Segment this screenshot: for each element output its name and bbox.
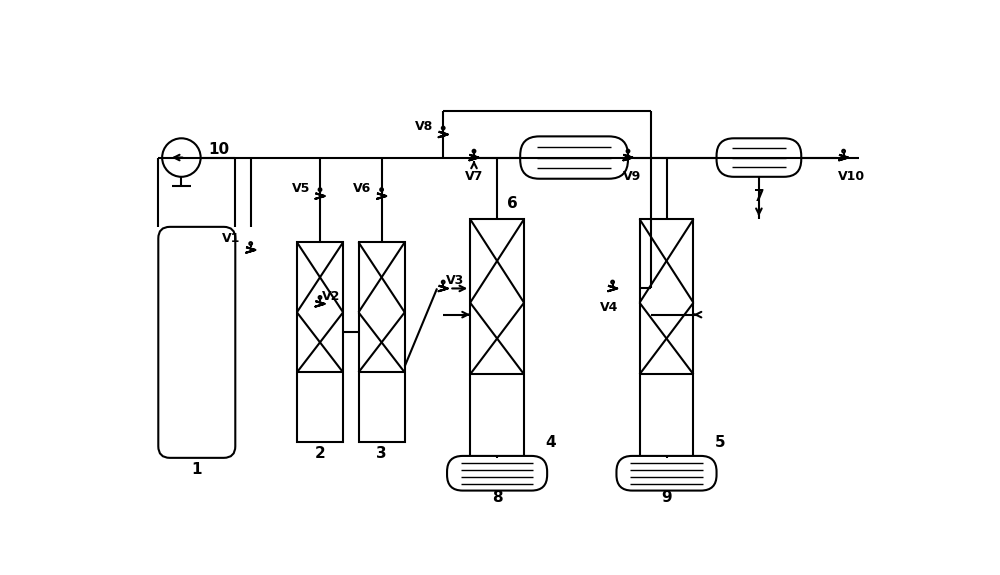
Text: 7: 7 — [754, 189, 764, 204]
Text: 2: 2 — [315, 447, 325, 462]
Bar — [358, 242, 405, 442]
Bar — [640, 219, 693, 458]
Text: V7: V7 — [465, 170, 483, 183]
Text: 9: 9 — [661, 490, 672, 505]
Text: V8: V8 — [415, 120, 433, 133]
Text: 8: 8 — [492, 490, 502, 505]
Text: V5: V5 — [292, 182, 310, 195]
Text: 6: 6 — [507, 196, 518, 211]
Text: V10: V10 — [838, 170, 865, 183]
Text: 1: 1 — [192, 462, 202, 477]
Text: V1: V1 — [222, 232, 241, 245]
Text: V4: V4 — [600, 301, 618, 314]
FancyBboxPatch shape — [520, 136, 628, 179]
FancyBboxPatch shape — [717, 139, 801, 177]
FancyBboxPatch shape — [158, 227, 235, 458]
Text: V9: V9 — [623, 170, 641, 183]
Text: 4: 4 — [546, 435, 556, 450]
FancyBboxPatch shape — [447, 456, 547, 490]
Text: V3: V3 — [446, 274, 464, 288]
Text: V2: V2 — [322, 290, 341, 302]
FancyBboxPatch shape — [616, 456, 717, 490]
Bar — [470, 219, 524, 458]
Bar — [297, 242, 343, 442]
Text: 10: 10 — [208, 143, 229, 158]
Text: 3: 3 — [376, 447, 387, 462]
Text: 5: 5 — [715, 435, 726, 450]
Text: V6: V6 — [353, 182, 371, 195]
